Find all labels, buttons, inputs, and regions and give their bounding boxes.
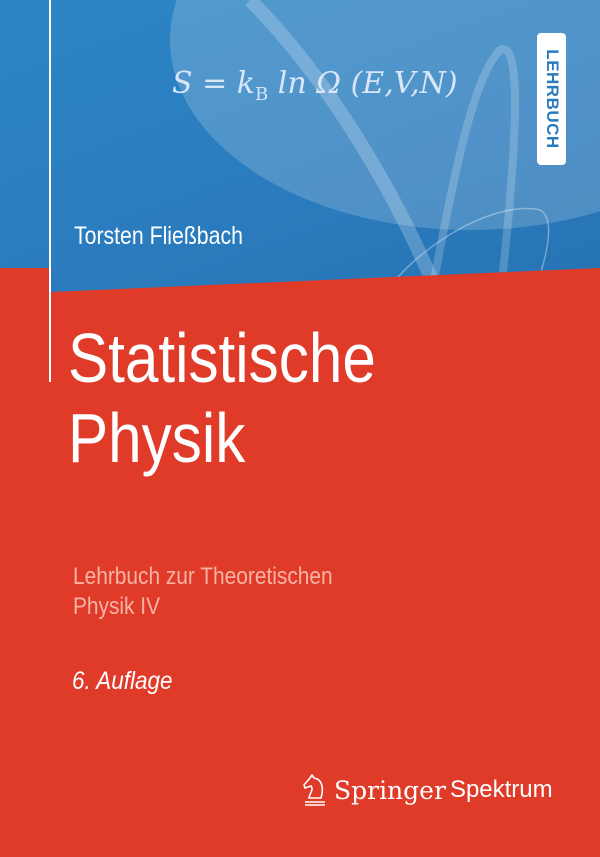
- publisher-name: Springer: [334, 775, 446, 805]
- publisher-logo: Springer Spektrum: [302, 774, 553, 806]
- formula-lhs: S = k: [172, 66, 255, 101]
- formula-rhs: ln Ω (E,V,N): [268, 66, 458, 101]
- decorative-curves: [0, 0, 600, 300]
- author-name: Torsten Fließbach: [74, 222, 243, 250]
- formula-subscript: B: [254, 84, 269, 105]
- cover-top-blue-band: [0, 0, 600, 292]
- subtitle-line-1: Lehrbuch zur Theoretischen: [73, 563, 333, 590]
- badge-label: LEHRBUCH: [542, 49, 562, 149]
- book-subtitle: Lehrbuch zur Theoretischen Physik IV: [73, 562, 333, 622]
- subtitle-line-2: Physik IV: [73, 593, 161, 620]
- vertical-rule: [49, 0, 51, 382]
- book-title: Statistische Physik: [68, 318, 376, 478]
- knight-chess-icon: [303, 774, 325, 806]
- lehrbuch-badge: LEHRBUCH: [537, 33, 566, 165]
- entropy-formula: S = kB ln Ω (E,V,N): [172, 66, 458, 105]
- publisher-imprint: Spektrum: [449, 776, 553, 803]
- title-line-2: Physik: [68, 399, 246, 477]
- edition-label: 6. Auflage: [72, 667, 173, 695]
- title-line-1: Statistische: [68, 319, 376, 397]
